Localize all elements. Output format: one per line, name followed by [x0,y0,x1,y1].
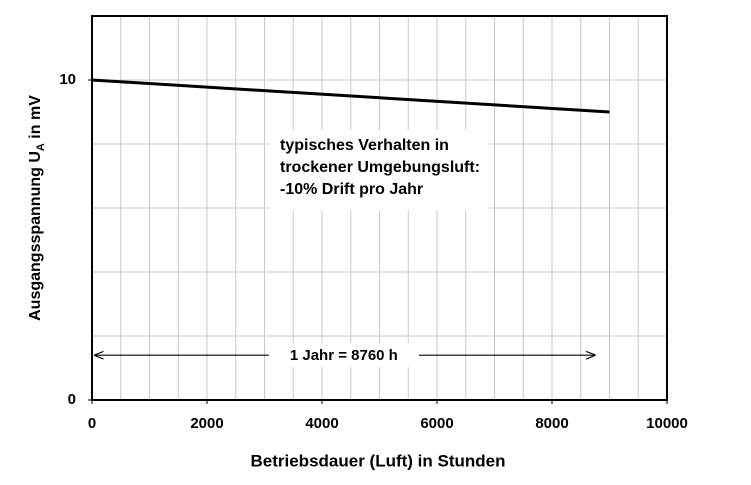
arrow-label-bg [268,343,419,368]
annotation-text: typisches Verhalten in [280,137,449,154]
y-tick-label: 0 [68,391,76,408]
x-tick-label: 6000 [420,415,453,432]
y-axis-label: Ausgangsspannung UA in mV [27,95,47,321]
annotation-text: trockener Umgebungsluft: [280,159,480,176]
y-axis-label-sub: A [35,143,47,151]
y-tick-label: 10 [59,71,76,88]
y-axis-label-main: Ausgangsspannung U [27,151,44,321]
arrow-label: 1 Jahr = 8760 h [290,347,398,364]
x-axis-label: Betriebsdauer (Luft) in Stunden [251,451,506,470]
annotation-box [270,130,488,210]
annotation-text: -10% Drift pro Jahr [280,181,423,198]
y-axis-label-suffix: in mV [27,95,44,143]
plot-frame [91,15,668,401]
x-tick-label: 10000 [646,415,688,432]
x-tick-label: 4000 [305,415,338,432]
x-tick-label: 0 [88,415,96,432]
data-line [91,78,610,114]
x-tick-label: 2000 [190,415,223,432]
x-tick-label: 8000 [535,415,568,432]
